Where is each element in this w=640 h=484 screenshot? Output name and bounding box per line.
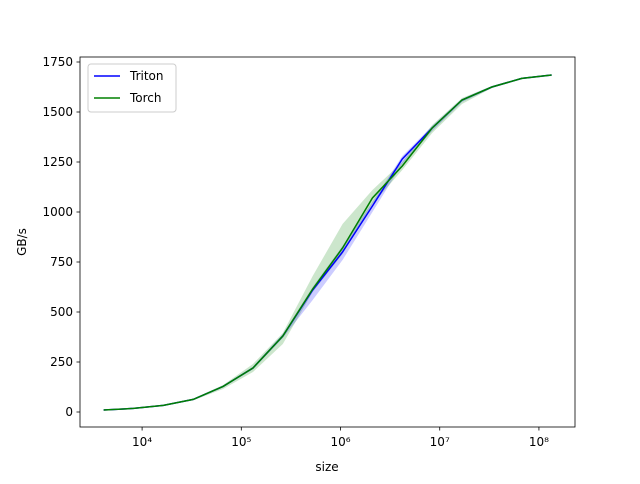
series-line (103, 74, 552, 411)
legend-label: Torch (129, 91, 162, 105)
x-tick-label: 10⁷ (430, 435, 450, 449)
confidence-band (103, 74, 552, 411)
y-tick-label: 1000 (42, 205, 73, 219)
x-tick-label: 10⁸ (529, 435, 549, 449)
series-line (103, 74, 552, 411)
y-tick-label: 0 (65, 405, 73, 419)
y-tick-label: 1750 (42, 55, 73, 69)
x-axis-label: size (315, 460, 338, 474)
confidence-band (103, 74, 552, 411)
y-tick-label: 1500 (42, 105, 73, 119)
y-tick-label: 1250 (42, 155, 73, 169)
y-tick-label: 250 (50, 355, 73, 369)
legend-label: Triton (129, 69, 164, 83)
y-tick-label: 750 (50, 255, 73, 269)
y-tick-label: 500 (50, 305, 73, 319)
y-axis-label: GB/s (15, 228, 29, 256)
x-tick-label: 10⁴ (132, 435, 152, 449)
x-tick-label: 10⁶ (330, 435, 350, 449)
axes-frame (79, 56, 576, 428)
x-tick-label: 10⁵ (231, 435, 251, 449)
